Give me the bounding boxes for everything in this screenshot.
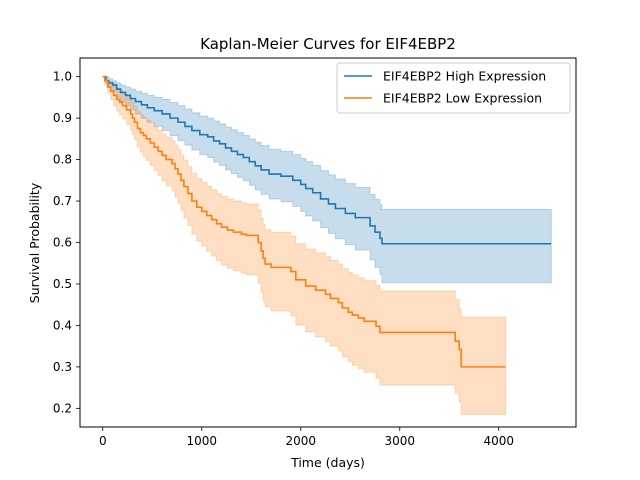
x-axis-ticks: 0 1000 2000 3000 4000 [99, 427, 514, 448]
legend-label-low: EIF4EBP2 Low Expression [383, 91, 542, 106]
survival-line-low [102, 75, 506, 368]
survival-curves [102, 75, 552, 368]
y-tick-label: 1.0 [53, 70, 72, 84]
x-tick-label: 3000 [385, 434, 416, 448]
ci-band-high [102, 76, 552, 284]
y-axis-label: Survival Probability [27, 182, 42, 303]
y-axis-ticks: 0.2 0.3 0.4 0.5 0.6 0.7 0.8 0.9 1.0 [53, 70, 80, 415]
x-tick-label: 2000 [286, 434, 317, 448]
x-tick-label: 4000 [484, 434, 515, 448]
y-tick-label: 0.2 [53, 401, 72, 415]
y-tick-label: 0.9 [53, 111, 72, 125]
y-tick-label: 0.7 [53, 194, 72, 208]
y-tick-label: 0.6 [53, 236, 72, 250]
x-tick-label: 0 [99, 434, 107, 448]
y-tick-label: 0.8 [53, 153, 72, 167]
ci-band-low [102, 76, 507, 416]
y-tick-label: 0.3 [53, 360, 72, 374]
chart-title: Kaplan-Meier Curves for EIF4EBP2 [200, 35, 456, 53]
y-tick-label: 0.5 [53, 277, 72, 291]
legend-label-high: EIF4EBP2 High Expression [383, 69, 546, 84]
confidence-bands [102, 76, 552, 416]
legend-box [336, 62, 571, 114]
x-axis-label: Time (days) [290, 455, 365, 470]
x-tick-label: 1000 [186, 434, 217, 448]
survival-line-high [102, 75, 552, 245]
y-tick-label: 0.4 [53, 318, 72, 332]
legend: EIF4EBP2 High Expression EIF4EBP2 Low Ex… [336, 62, 571, 114]
